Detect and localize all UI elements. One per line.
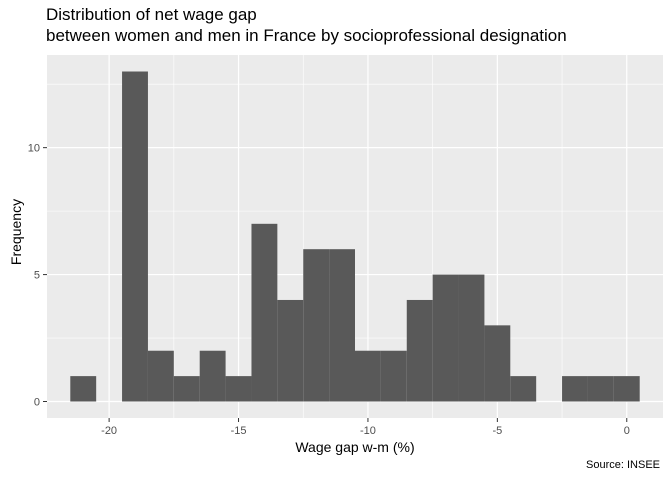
chart-title: Distribution of net wage gap <box>46 5 257 24</box>
chart-title-block: Distribution of net wage gap between wom… <box>46 4 567 46</box>
y-tick-label: 0 <box>34 397 40 409</box>
histogram-bar <box>484 325 511 402</box>
y-tick-label: 10 <box>28 143 40 155</box>
chart-subtitle: between women and men in France by socio… <box>46 26 567 45</box>
histogram-bar <box>329 249 355 402</box>
x-tick-label: -5 <box>492 425 502 437</box>
histogram-bar <box>251 223 278 402</box>
histogram-bars <box>70 71 640 402</box>
histogram-bar <box>458 274 485 402</box>
histogram-bar <box>225 376 252 402</box>
y-axis: 0 5 10 <box>28 143 47 409</box>
histogram-bar <box>562 376 588 402</box>
y-axis-label: Frequency <box>8 199 24 265</box>
histogram-bar <box>432 274 459 402</box>
source-caption: Source: INSEE <box>586 459 660 471</box>
x-tick-label: -10 <box>360 425 376 437</box>
histogram-bar <box>406 299 433 402</box>
histogram-bar <box>380 350 407 402</box>
x-tick-label: -15 <box>231 425 247 437</box>
histogram-bar <box>587 376 614 402</box>
minor-gridlines <box>47 55 663 418</box>
histogram-bar <box>613 376 640 402</box>
x-axis: -20 -15 -10 -5 0 <box>101 418 630 437</box>
x-tick-label: -20 <box>101 425 117 437</box>
histogram-bar <box>173 376 200 402</box>
histogram-bar <box>303 249 330 402</box>
y-tick-label: 5 <box>34 270 40 282</box>
x-axis-label: Wage gap w-m (%) <box>295 439 414 455</box>
histogram-bar <box>199 350 226 402</box>
histogram-bar <box>510 376 537 402</box>
histogram-bar <box>122 71 148 402</box>
x-tick-label: 0 <box>624 425 630 437</box>
histogram-bar <box>355 350 381 402</box>
histogram-bar <box>147 350 174 402</box>
histogram-bar <box>277 299 304 402</box>
histogram-bar <box>70 376 97 402</box>
